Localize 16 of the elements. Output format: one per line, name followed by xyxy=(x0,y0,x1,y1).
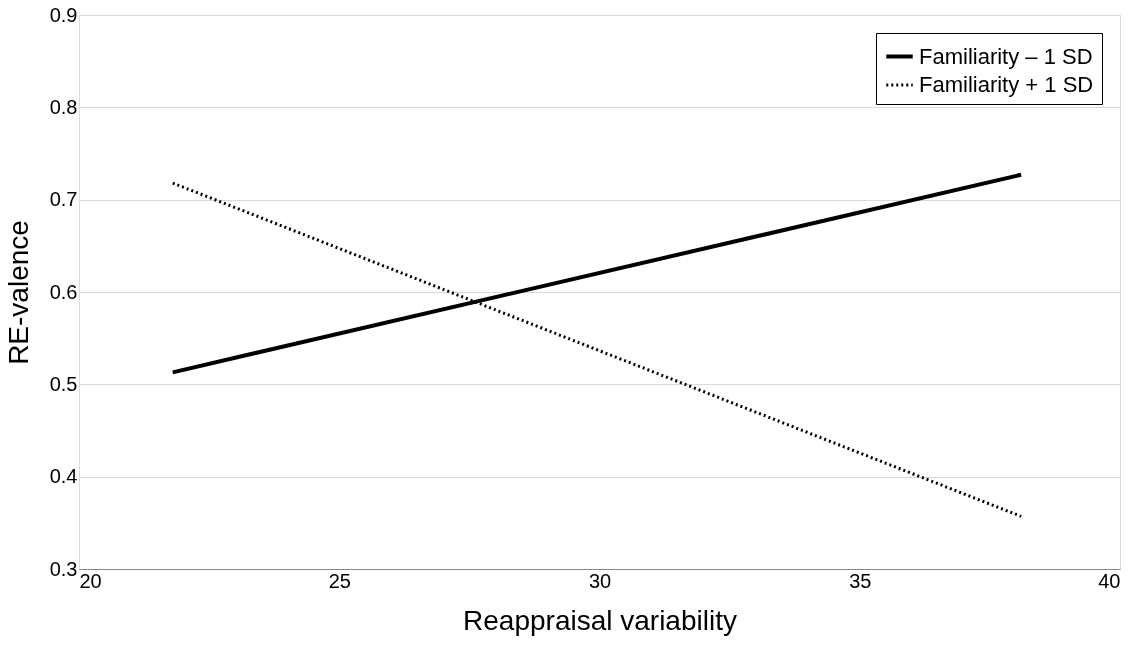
x-tick-label: 20 xyxy=(79,569,102,592)
y-axis-title: RE-valence xyxy=(2,220,34,365)
x-tick-label: 25 xyxy=(328,569,351,592)
y-tick-label: 0.5 xyxy=(49,372,78,395)
x-tick-label: 40 xyxy=(1098,569,1121,592)
x-axis-title: Reappraisal variability xyxy=(463,604,737,636)
y-tick-label: 0.3 xyxy=(49,557,78,580)
y-tick-label: 0.7 xyxy=(49,188,78,211)
y-tick-label: 0.4 xyxy=(49,465,78,488)
y-tick-label: 0.8 xyxy=(49,95,78,118)
legend-label: Familiarity – 1 SD xyxy=(919,43,1093,69)
x-tick-label: 35 xyxy=(849,569,872,592)
y-tick-label: 0.6 xyxy=(49,280,78,303)
x-tick-label: 30 xyxy=(588,569,612,592)
y-tick-label: 0.9 xyxy=(49,3,78,26)
legend-label: Familiarity + 1 SD xyxy=(919,72,1094,97)
